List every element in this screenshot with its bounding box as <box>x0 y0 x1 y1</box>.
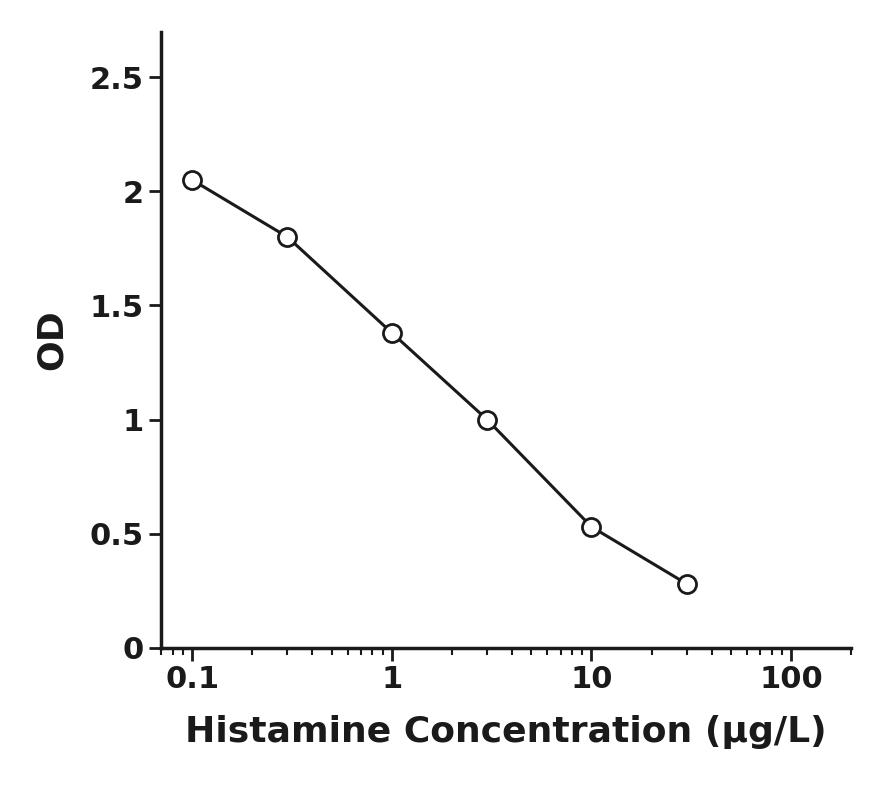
Y-axis label: OD: OD <box>35 310 69 370</box>
X-axis label: Histamine Concentration (μg/L): Histamine Concentration (μg/L) <box>185 715 827 749</box>
